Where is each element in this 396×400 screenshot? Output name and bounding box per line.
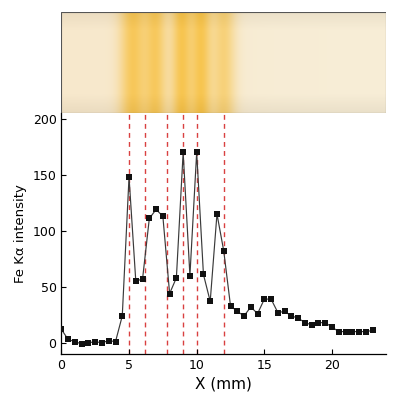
Point: [72, 338, 78, 345]
Point: [241, 313, 247, 319]
Point: [275, 309, 281, 316]
Point: [221, 248, 227, 254]
Point: [295, 315, 301, 321]
Point: [234, 308, 240, 315]
Point: [133, 278, 139, 284]
Point: [173, 275, 179, 281]
Point: [214, 211, 220, 217]
Point: [180, 149, 186, 156]
Point: [254, 310, 261, 317]
Point: [160, 213, 166, 220]
Point: [322, 320, 328, 326]
Point: [194, 149, 200, 156]
Y-axis label: Fe Kα intensity: Fe Kα intensity: [14, 184, 27, 283]
Point: [58, 326, 65, 332]
Point: [166, 290, 173, 297]
Point: [315, 320, 322, 326]
Point: [78, 341, 85, 347]
Point: [85, 340, 91, 346]
Point: [126, 174, 132, 180]
Point: [308, 322, 315, 328]
Point: [106, 337, 112, 344]
Point: [369, 327, 376, 334]
Point: [146, 215, 152, 222]
Point: [356, 328, 362, 335]
Point: [268, 296, 274, 302]
Point: [248, 304, 254, 310]
Point: [288, 313, 295, 319]
Point: [112, 338, 119, 345]
Point: [200, 271, 207, 278]
Point: [119, 313, 126, 319]
Point: [329, 324, 335, 330]
Point: [153, 206, 159, 213]
Point: [363, 328, 369, 335]
Point: [227, 303, 234, 309]
Point: [207, 298, 213, 304]
Point: [65, 336, 71, 343]
Point: [302, 320, 308, 326]
X-axis label: X (mm): X (mm): [195, 376, 252, 391]
Point: [349, 328, 356, 335]
Point: [187, 272, 193, 279]
Point: [261, 296, 268, 302]
Point: [342, 328, 348, 335]
Point: [99, 340, 105, 346]
Point: [282, 308, 288, 315]
Point: [139, 276, 146, 282]
Point: [92, 338, 98, 345]
Point: [335, 328, 342, 335]
